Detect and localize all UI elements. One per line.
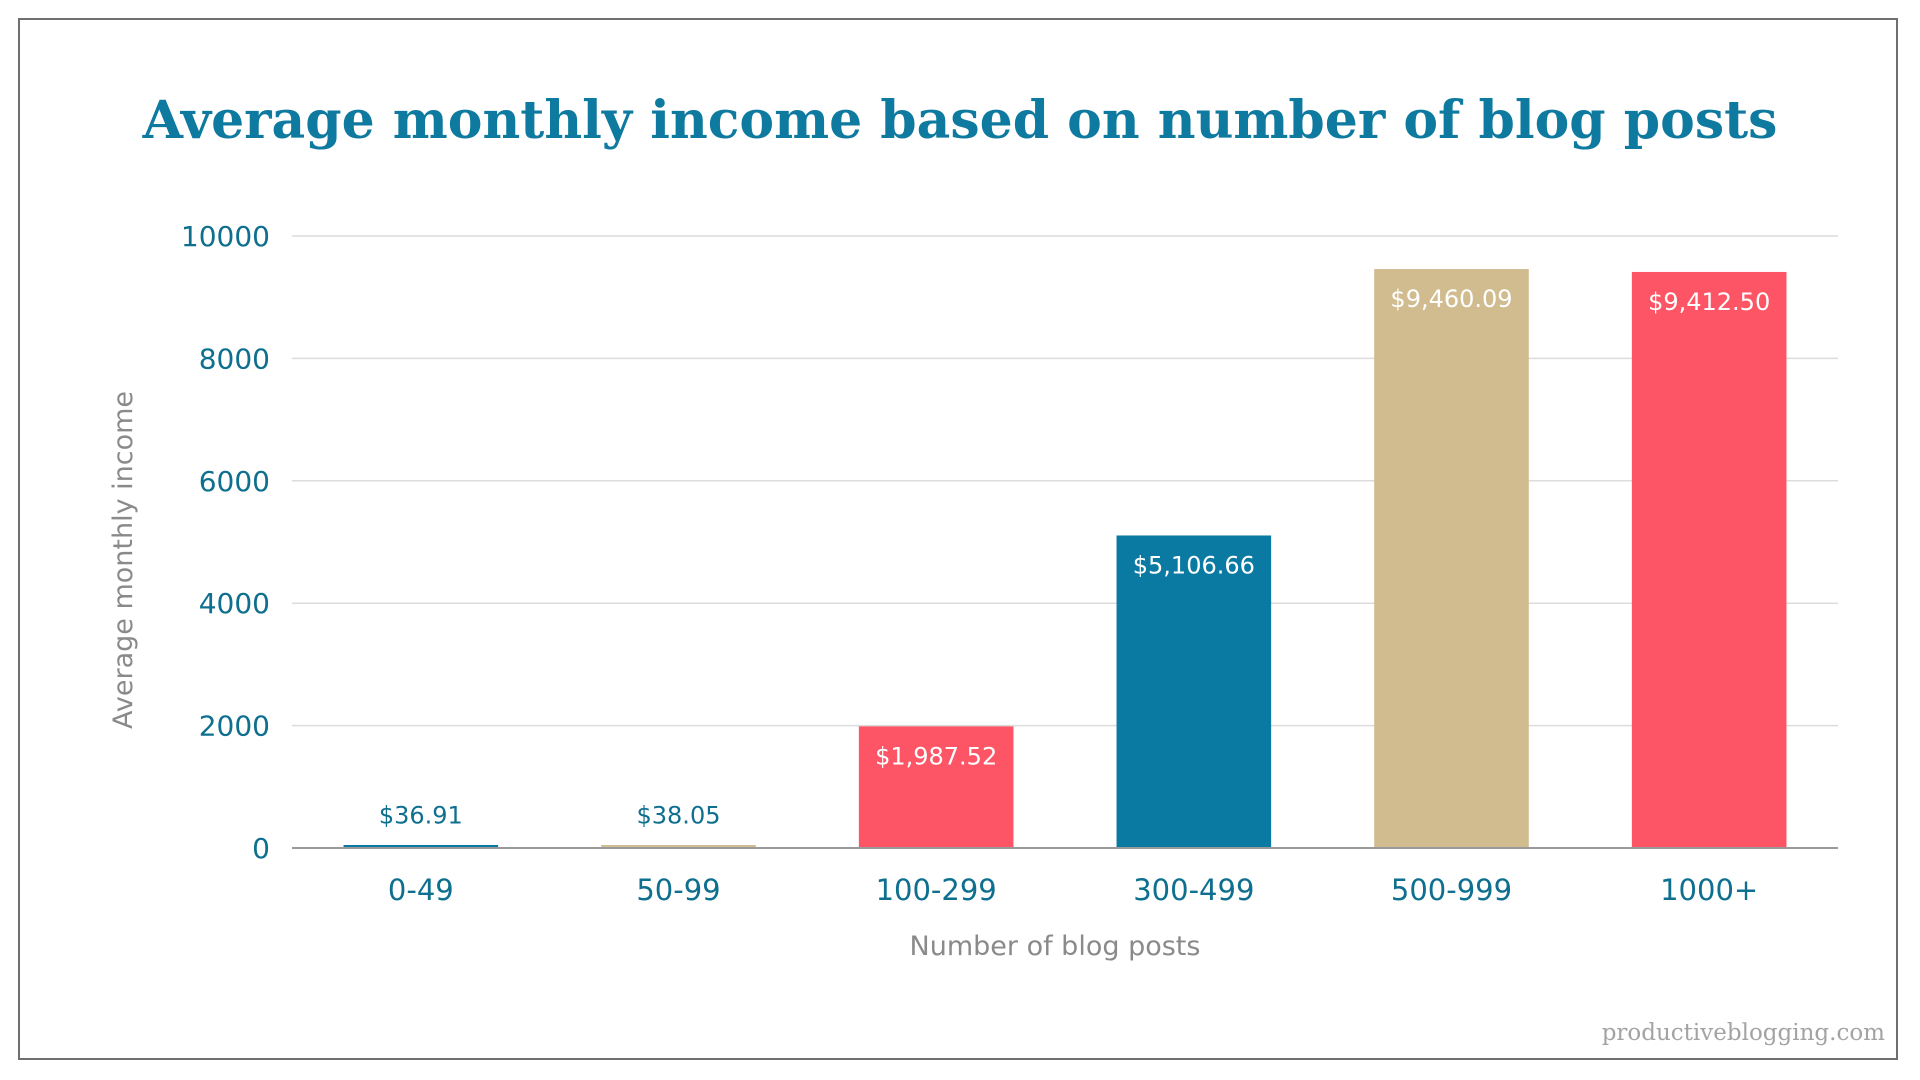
watermark-text: productiveblogging.com bbox=[1602, 1020, 1885, 1046]
x-tick-label: 500-999 bbox=[1391, 873, 1512, 907]
x-axis-ticks: 0-49 50-99 100-299 300-499 500-999 1000+ bbox=[388, 873, 1758, 907]
data-label: $38.05 bbox=[637, 802, 721, 830]
y-axis-ticks: 0 2000 4000 6000 8000 10000 bbox=[181, 220, 270, 865]
bar-50-99 bbox=[601, 845, 756, 848]
y-tick-label: 0 bbox=[252, 832, 270, 865]
bar-0-49 bbox=[343, 845, 499, 848]
y-tick-label: 4000 bbox=[199, 587, 270, 620]
data-label: $1,987.52 bbox=[875, 742, 997, 770]
x-axis-title: Number of blog posts bbox=[910, 931, 1201, 962]
bar-100-299 bbox=[858, 726, 1014, 848]
y-tick-label: 2000 bbox=[199, 710, 270, 743]
y-tick-label: 10000 bbox=[181, 220, 270, 253]
data-label: $5,106.66 bbox=[1133, 551, 1255, 579]
bar-300-499 bbox=[1116, 535, 1272, 848]
x-tick-label: 50-99 bbox=[636, 873, 720, 907]
chart-title: Average monthly income based on number o… bbox=[142, 90, 1778, 151]
data-label: $9,460.09 bbox=[1390, 285, 1512, 313]
bar-1000+ bbox=[1631, 271, 1787, 849]
data-labels: $36.91 $38.05 $1,987.52 $5,106.66 $9,460.09 $… bbox=[379, 285, 1770, 830]
x-tick-label: 1000+ bbox=[1660, 873, 1758, 907]
bar-500-999 bbox=[1374, 269, 1529, 848]
y-tick-label: 8000 bbox=[199, 342, 270, 375]
data-label: $9,412.50 bbox=[1648, 288, 1770, 316]
bars bbox=[343, 269, 1787, 849]
y-tick-label: 6000 bbox=[199, 465, 270, 498]
data-label: $36.91 bbox=[379, 802, 463, 830]
x-tick-label: 0-49 bbox=[388, 873, 454, 907]
gridlines bbox=[292, 235, 1838, 727]
x-tick-label: 300-499 bbox=[1133, 873, 1254, 907]
x-tick-label: 100-299 bbox=[876, 873, 997, 907]
chart-frame bbox=[18, 18, 1898, 1060]
y-axis-title: Average monthly income bbox=[108, 391, 139, 729]
